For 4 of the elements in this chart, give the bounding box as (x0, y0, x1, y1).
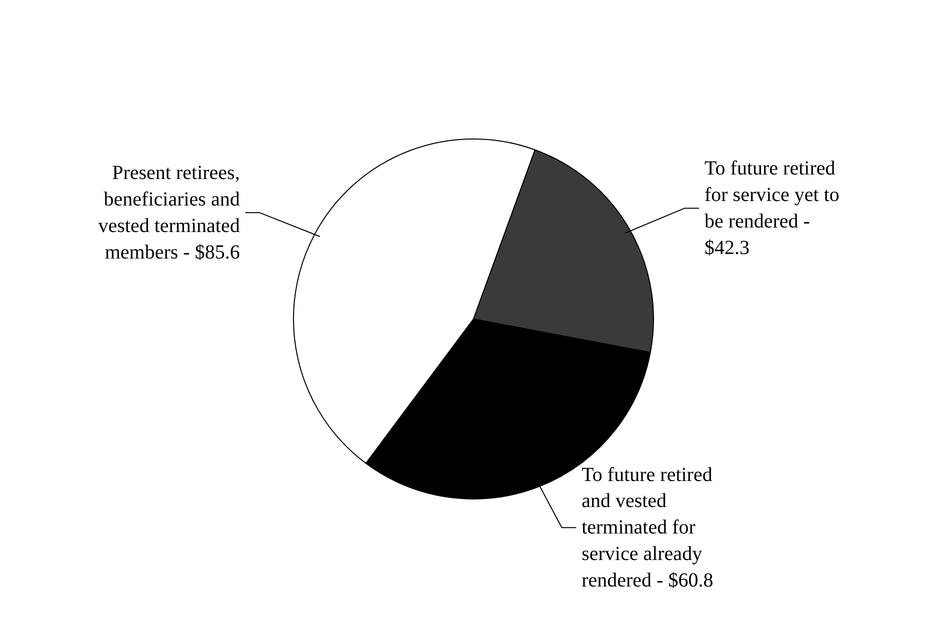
slice-label: To future retired and vested terminated for service already rendered - $60.8 (582, 464, 714, 592)
data-label: $42.3 (704, 236, 750, 259)
slice-label: Present retirees, beneficiaries and vested terminated members - $85.6 (98, 162, 240, 264)
slice-label: To future retired for service yet to be rendered - (704, 158, 840, 232)
